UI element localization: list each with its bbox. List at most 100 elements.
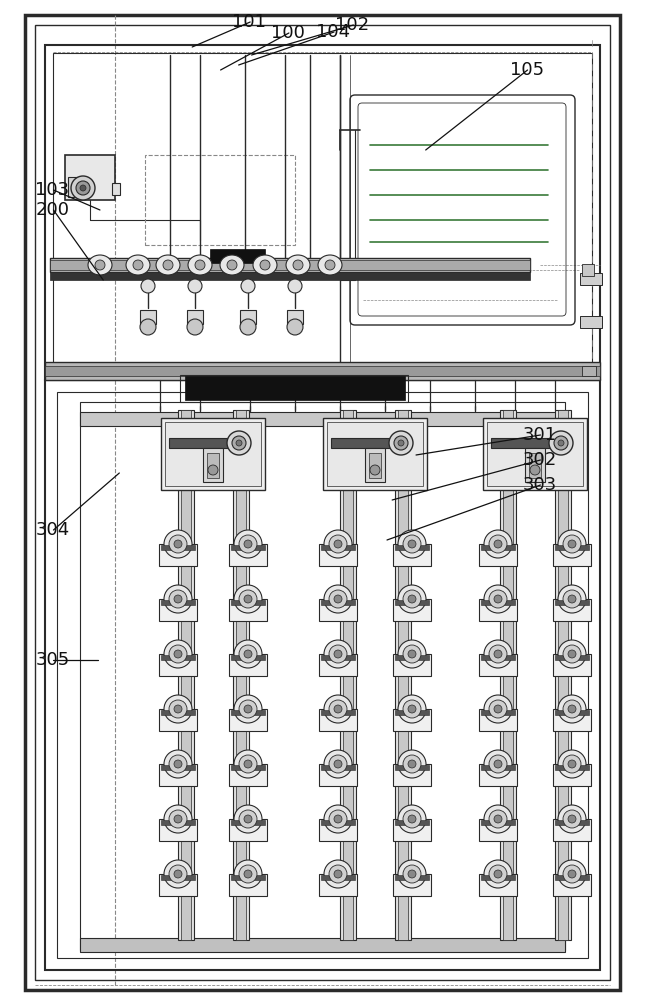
Bar (229, 709, 267, 731)
Circle shape (489, 645, 507, 663)
Circle shape (484, 640, 512, 668)
Circle shape (234, 860, 262, 888)
Circle shape (287, 319, 303, 335)
Bar (240, 310, 256, 324)
Bar (161, 875, 195, 880)
Bar (45, 366, 600, 376)
Circle shape (325, 260, 335, 270)
Bar (553, 764, 591, 786)
Bar (50, 272, 530, 280)
Circle shape (239, 535, 257, 553)
Circle shape (554, 436, 568, 450)
Bar (529, 453, 541, 478)
Bar (479, 819, 517, 841)
Circle shape (398, 750, 426, 778)
Circle shape (494, 815, 502, 823)
Bar (45, 45, 600, 380)
Bar (555, 655, 589, 660)
Bar (340, 410, 356, 940)
Bar (481, 765, 515, 770)
Circle shape (169, 700, 187, 718)
Circle shape (227, 431, 251, 455)
Circle shape (403, 755, 421, 773)
Circle shape (329, 865, 347, 883)
Bar (161, 710, 195, 715)
Bar (398, 410, 408, 940)
Bar (229, 874, 267, 896)
Circle shape (403, 535, 421, 553)
Bar (45, 380, 600, 970)
Circle shape (484, 695, 512, 723)
Circle shape (558, 530, 586, 558)
Circle shape (244, 595, 252, 603)
Bar (395, 410, 411, 940)
Circle shape (494, 595, 502, 603)
Circle shape (329, 590, 347, 608)
Circle shape (558, 750, 586, 778)
Circle shape (164, 860, 192, 888)
Circle shape (489, 755, 507, 773)
Text: 100: 100 (271, 24, 305, 42)
Circle shape (169, 645, 187, 663)
Circle shape (558, 805, 586, 833)
Text: 105: 105 (510, 61, 544, 79)
Bar (180, 375, 408, 402)
Ellipse shape (88, 255, 112, 275)
Bar (229, 764, 267, 786)
Circle shape (403, 700, 421, 718)
Bar (491, 438, 561, 448)
Bar (321, 820, 355, 825)
Circle shape (329, 810, 347, 828)
Bar (393, 764, 431, 786)
Circle shape (408, 815, 416, 823)
Circle shape (174, 650, 182, 658)
Circle shape (558, 440, 564, 446)
Circle shape (239, 645, 257, 663)
Circle shape (489, 865, 507, 883)
Bar (582, 264, 594, 276)
Bar (483, 418, 587, 490)
Bar (161, 655, 195, 660)
Circle shape (494, 650, 502, 658)
Bar (553, 819, 591, 841)
Bar (555, 410, 571, 940)
Circle shape (169, 810, 187, 828)
Bar (231, 655, 265, 660)
Bar (161, 418, 265, 490)
Bar (479, 654, 517, 676)
Bar (487, 422, 583, 486)
Circle shape (484, 805, 512, 833)
Bar (319, 874, 357, 896)
Circle shape (334, 705, 342, 713)
Bar (319, 544, 357, 566)
Circle shape (494, 870, 502, 878)
Bar (481, 875, 515, 880)
Circle shape (329, 645, 347, 663)
Circle shape (244, 705, 252, 713)
Bar (395, 875, 429, 880)
Bar (169, 438, 239, 448)
Bar (395, 710, 429, 715)
Circle shape (164, 585, 192, 613)
Circle shape (169, 590, 187, 608)
Bar (187, 310, 203, 324)
Circle shape (174, 760, 182, 768)
Bar (161, 545, 195, 550)
Bar (500, 410, 516, 940)
Circle shape (187, 319, 203, 335)
Bar (203, 448, 223, 482)
Bar (321, 600, 355, 605)
Circle shape (563, 865, 581, 883)
Circle shape (403, 810, 421, 828)
Circle shape (334, 760, 342, 768)
Circle shape (239, 590, 257, 608)
Bar (68, 177, 88, 197)
Circle shape (195, 260, 205, 270)
Bar (319, 764, 357, 786)
Bar (321, 710, 355, 715)
Bar (181, 410, 191, 940)
Bar (553, 874, 591, 896)
Bar (50, 260, 530, 270)
Text: 102: 102 (335, 16, 370, 34)
Bar (479, 764, 517, 786)
